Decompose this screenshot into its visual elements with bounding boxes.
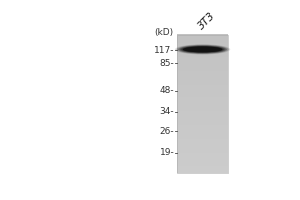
Bar <box>177 97 228 99</box>
Ellipse shape <box>178 45 227 54</box>
Bar <box>177 130 228 132</box>
Bar <box>177 52 228 54</box>
Bar <box>177 170 228 172</box>
Bar <box>177 69 228 71</box>
Bar <box>177 147 228 149</box>
Bar <box>177 111 228 113</box>
Bar <box>177 138 228 140</box>
Text: 48-: 48- <box>160 86 174 95</box>
Ellipse shape <box>180 46 226 53</box>
Bar <box>177 64 228 66</box>
Bar <box>177 123 228 125</box>
Bar <box>177 78 228 80</box>
Text: (kD): (kD) <box>155 28 174 37</box>
Bar <box>177 154 228 156</box>
Ellipse shape <box>176 45 229 54</box>
Bar <box>177 109 228 111</box>
Bar <box>177 102 228 104</box>
Bar <box>177 66 228 68</box>
Bar <box>177 107 228 109</box>
Ellipse shape <box>183 46 222 52</box>
Bar <box>177 86 228 88</box>
Bar <box>177 164 228 166</box>
Bar <box>177 140 228 142</box>
Bar <box>177 95 228 97</box>
Text: 85-: 85- <box>160 59 174 68</box>
Bar <box>177 168 228 170</box>
Bar <box>177 99 228 101</box>
Bar <box>177 41 228 43</box>
Bar <box>177 45 228 47</box>
Bar <box>177 93 228 95</box>
Bar <box>177 145 228 147</box>
Bar <box>177 119 228 121</box>
Ellipse shape <box>181 46 224 53</box>
Bar <box>177 88 228 90</box>
Bar <box>177 34 228 37</box>
Bar <box>177 125 228 127</box>
Text: 34-: 34- <box>160 107 174 116</box>
Bar <box>177 43 228 45</box>
Bar <box>177 92 228 94</box>
Bar <box>177 59 228 61</box>
Bar <box>177 83 228 85</box>
Bar <box>177 131 228 134</box>
Bar <box>177 80 228 82</box>
Bar <box>177 159 228 161</box>
Bar <box>177 163 228 165</box>
Bar <box>177 128 228 130</box>
Bar <box>177 142 228 144</box>
Bar <box>177 54 228 56</box>
Bar <box>177 121 228 123</box>
Bar <box>177 35 228 173</box>
Bar <box>177 112 228 114</box>
Bar <box>177 149 228 151</box>
Bar <box>177 35 228 173</box>
Bar <box>177 47 228 49</box>
Bar <box>177 114 228 116</box>
Bar <box>177 74 228 76</box>
Bar <box>177 126 228 128</box>
Bar <box>177 116 228 118</box>
Bar <box>177 171 228 173</box>
Bar <box>177 100 228 102</box>
Bar <box>177 90 228 92</box>
Bar <box>177 36 228 38</box>
Text: 3T3: 3T3 <box>197 10 218 31</box>
Bar <box>177 118 228 120</box>
Bar <box>177 104 228 106</box>
Bar <box>177 57 228 59</box>
Ellipse shape <box>175 44 230 55</box>
Text: 19-: 19- <box>160 148 174 157</box>
Bar <box>177 137 228 139</box>
Bar <box>177 40 228 42</box>
Bar <box>177 67 228 69</box>
Bar <box>177 144 228 146</box>
Bar <box>177 85 228 87</box>
Bar <box>177 55 228 57</box>
Bar <box>177 71 228 73</box>
Bar <box>177 76 228 78</box>
Bar <box>177 156 228 158</box>
Bar <box>177 62 228 64</box>
Bar <box>177 48 228 50</box>
Bar <box>177 81 228 83</box>
Bar <box>177 133 228 135</box>
Bar <box>177 60 228 62</box>
Bar <box>177 38 228 40</box>
Text: 26-: 26- <box>160 127 174 136</box>
Ellipse shape <box>183 46 222 52</box>
Bar <box>177 73 228 75</box>
Bar <box>177 157 228 160</box>
Bar <box>177 135 228 137</box>
Bar <box>177 50 228 52</box>
Bar <box>177 166 228 168</box>
Bar <box>177 106 228 108</box>
Bar <box>177 161 228 163</box>
Bar <box>177 152 228 154</box>
Text: 117-: 117- <box>154 46 174 55</box>
Bar <box>177 151 228 153</box>
